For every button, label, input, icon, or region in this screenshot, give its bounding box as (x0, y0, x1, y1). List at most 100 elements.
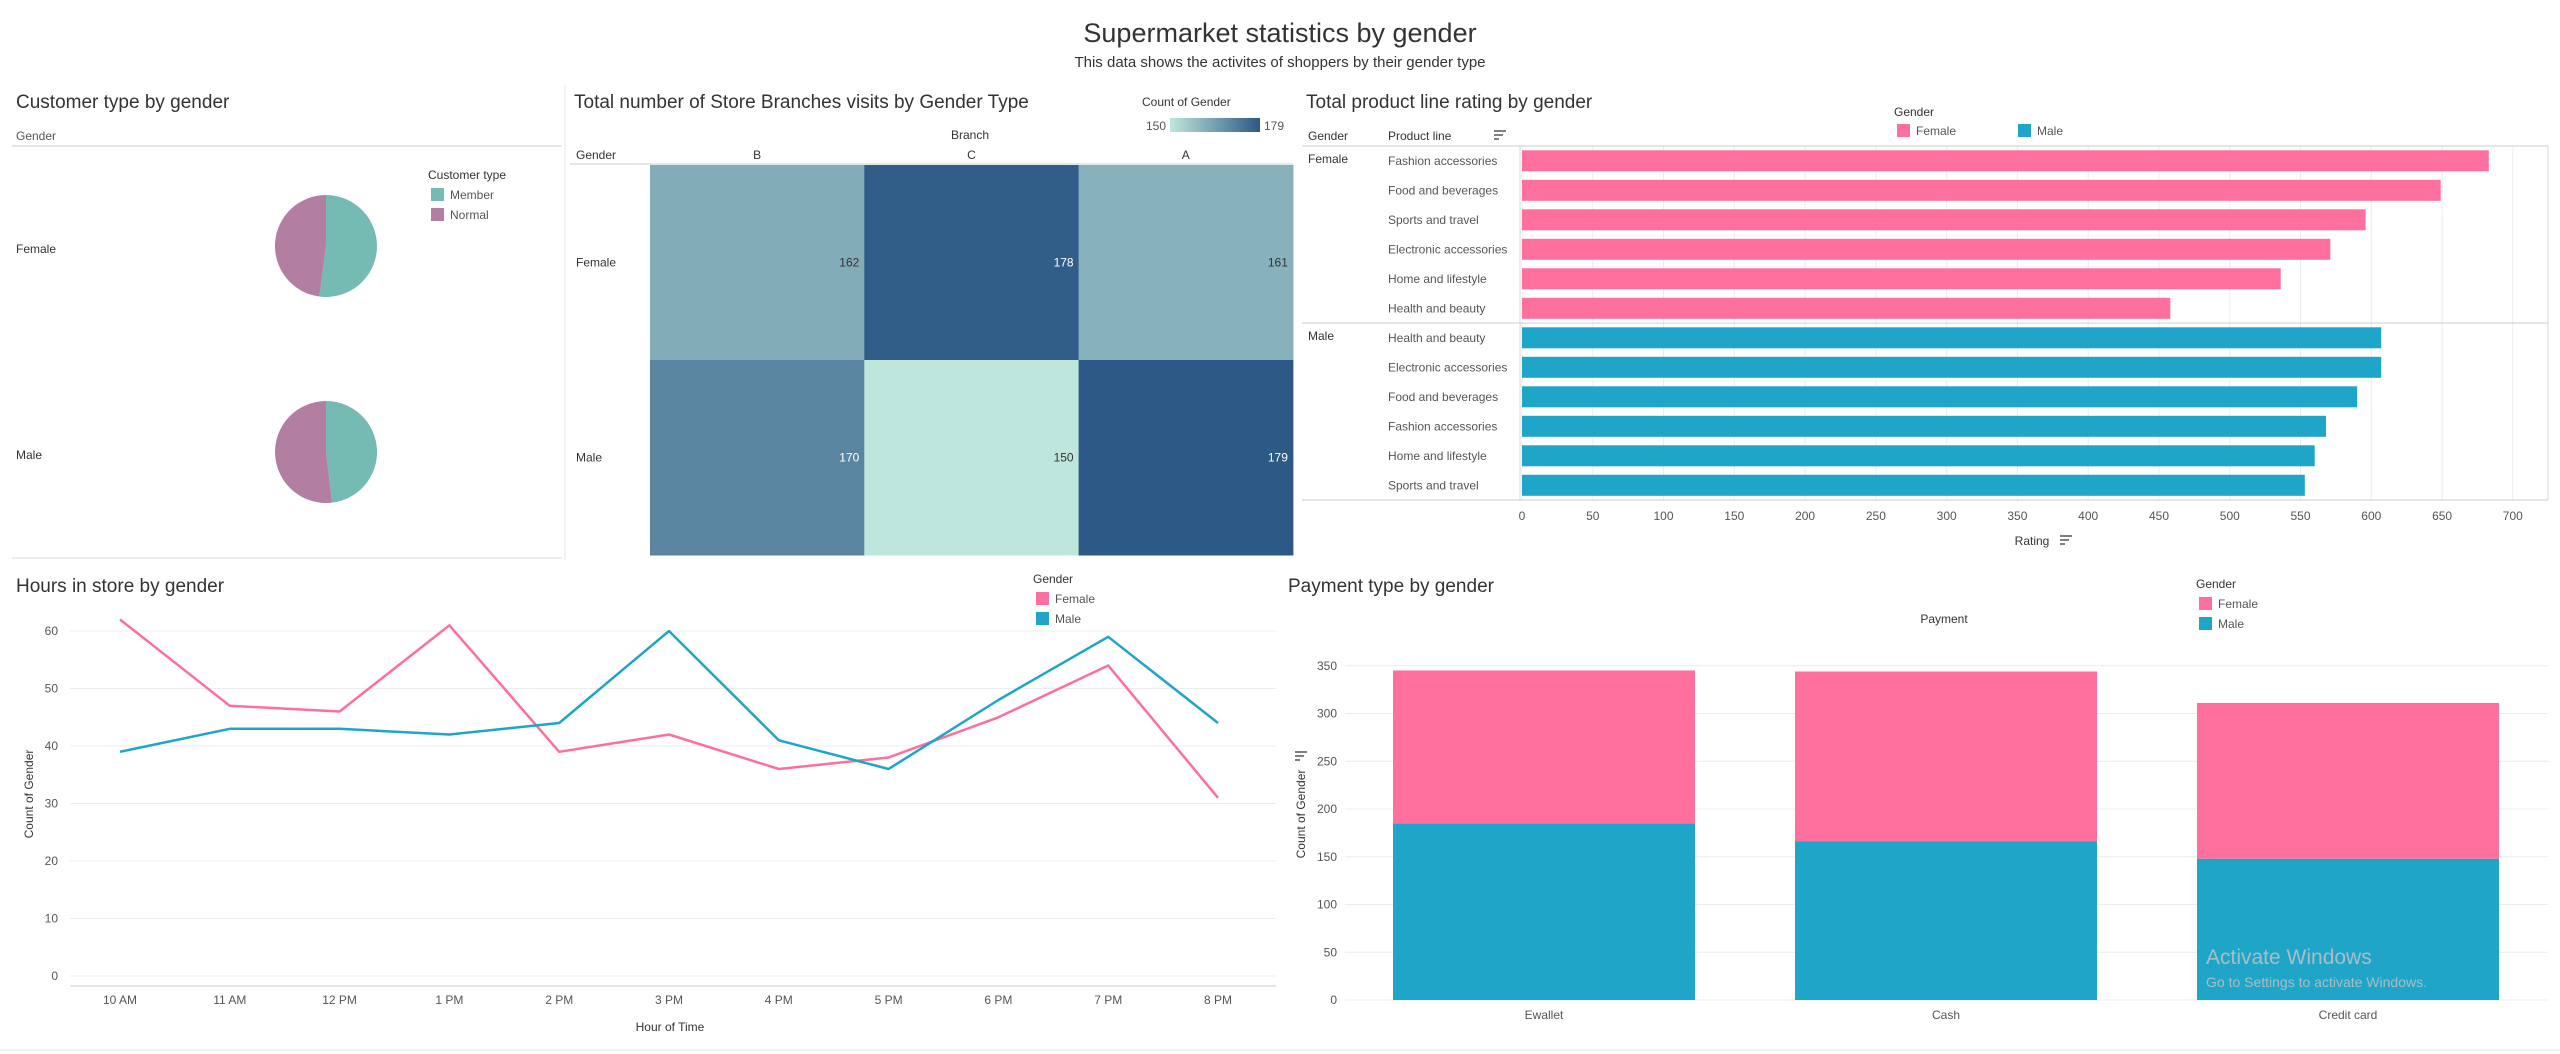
rating-tick-label: 150 (1724, 509, 1744, 523)
hours-y-tick-label: 30 (45, 797, 59, 811)
rating-category-label: Food and beverages (1388, 390, 1498, 404)
rating-bar-female-sports-and-travel[interactable] (1522, 209, 2366, 231)
rating-bar-female-health-and-beauty[interactable] (1522, 297, 2171, 319)
rating-col-product: Product line (1388, 129, 1452, 143)
rating-bar-male-home-and-lifestyle[interactable] (1522, 445, 2315, 467)
sort-icon[interactable] (1494, 130, 1506, 140)
heat-cell-label: 161 (1268, 256, 1288, 270)
page-title: Supermarket statistics by gender (1083, 18, 1476, 48)
rating-legend-label-male: Male (2037, 124, 2063, 138)
payment-category-label: Credit card (2319, 1008, 2378, 1022)
hours-x-axis-title: Hour of Time (636, 1020, 705, 1034)
rating-category-label: Electronic accessories (1388, 242, 1507, 256)
rating-bar-male-sports-and-travel[interactable] (1522, 474, 2305, 496)
rating-tick-label: 400 (2078, 509, 2098, 523)
payment-bar-cash-male[interactable] (1795, 841, 2097, 1001)
payment-y-tick-label: 50 (1324, 945, 1338, 959)
rating-tick-label: 250 (1866, 509, 1886, 523)
payment-y-tick-label: 200 (1317, 802, 1337, 816)
payment-bar-ewallet-female[interactable] (1393, 670, 1695, 824)
hours-line-female[interactable] (119, 618, 1219, 799)
rating-tick-label: 650 (2432, 509, 2452, 523)
payment-bar-ewallet-male[interactable] (1393, 823, 1695, 1000)
rating-bar-male-fashion-accessories[interactable] (1522, 415, 2326, 437)
heat-legend-min: 150 (1146, 119, 1166, 133)
hours-x-tick-label: 8 PM (1204, 993, 1232, 1007)
hours-line-male[interactable] (119, 629, 1219, 771)
hours-x-tick-label: 1 PM (435, 993, 463, 1007)
payment-panel-title: Payment type by gender (1288, 576, 1495, 597)
pie-slice-female-member[interactable] (319, 195, 377, 297)
rating-category-label: Fashion accessories (1388, 419, 1497, 433)
rating-bar-male-health-and-beauty[interactable] (1522, 327, 2382, 349)
page-subtitle: This data shows the activites of shopper… (1074, 54, 1485, 71)
rating-tick-label: 200 (1795, 509, 1815, 523)
heat-cell-female-c[interactable] (864, 165, 1080, 361)
payment-bar-credit-card-female[interactable] (2197, 703, 2499, 859)
heat-row-label-female: Female (576, 256, 616, 270)
rating-legend-swatch-female (1897, 124, 1910, 137)
pie-slice-male-normal[interactable] (275, 401, 333, 503)
rating-bar-male-food-and-beverages[interactable] (1522, 386, 2358, 408)
legend-label-member: Member (450, 188, 494, 202)
rating-tick-label: 300 (1937, 509, 1957, 523)
legend-swatch-member (431, 188, 444, 201)
rating-tick-label: 50 (1586, 509, 1600, 523)
heat-col-label-c: C (967, 148, 976, 162)
branch-panel-title: Total number of Store Branches visits by… (574, 92, 1029, 113)
rating-category-label: Fashion accessories (1388, 154, 1497, 168)
payment-panel: Payment type by gender Gender Female Mal… (1288, 576, 2548, 1022)
pie-slice-female-normal[interactable] (274, 195, 326, 297)
payment-bar-credit-card-male[interactable] (2197, 858, 2499, 1000)
hours-y-tick-label: 40 (45, 739, 59, 753)
hours-y-tick-label: 60 (45, 624, 59, 638)
sort-icon[interactable] (2060, 535, 2072, 545)
payment-category-label: Ewallet (1525, 1008, 1564, 1022)
heat-cell-label: 150 (1054, 451, 1074, 465)
hours-x-tick-label: 4 PM (765, 993, 793, 1007)
heat-legend-gradient (1170, 118, 1260, 132)
heat-col-label-b: B (753, 148, 761, 162)
heat-cell-female-b[interactable] (650, 165, 865, 361)
rating-tick-label: 600 (2361, 509, 2381, 523)
heat-cell-label: 170 (839, 451, 859, 465)
rating-tick-label: 550 (2290, 509, 2310, 523)
payment-y-tick-label: 0 (1330, 993, 1337, 1007)
rating-bar-female-electronic-accessories[interactable] (1522, 238, 2331, 260)
customer-panel-title: Customer type by gender (16, 92, 230, 113)
rating-category-label: Health and beauty (1388, 331, 1485, 345)
product-rating-panel: Total product line rating by gender Gend… (1302, 92, 2549, 548)
heat-cell-male-b[interactable] (650, 360, 865, 556)
rating-category-label: Home and lifestyle (1388, 449, 1487, 463)
rating-category-label: Health and beauty (1388, 301, 1485, 315)
hours-legend-swatch-female (1036, 592, 1049, 605)
rating-bar-female-home-and-lifestyle[interactable] (1522, 268, 2281, 290)
payment-bar-cash-female[interactable] (1795, 671, 2097, 842)
pie-slice-male-member[interactable] (326, 400, 378, 503)
hours-x-tick-label: 6 PM (984, 993, 1012, 1007)
heat-cell-female-a[interactable] (1078, 165, 1294, 361)
payment-legend-label-male: Male (2218, 617, 2244, 631)
rating-category-label: Electronic accessories (1388, 360, 1507, 374)
hours-legend-title: Gender (1033, 572, 1073, 586)
rating-tick-label: 700 (2503, 509, 2523, 523)
payment-y-tick-label: 150 (1317, 850, 1337, 864)
rating-legend-swatch-male (2018, 124, 2031, 137)
heat-cell-male-a[interactable] (1078, 360, 1294, 556)
hours-x-tick-label: 5 PM (875, 993, 903, 1007)
rating-bar-male-electronic-accessories[interactable] (1522, 356, 2382, 378)
payment-category-label: Cash (1932, 1008, 1960, 1022)
heat-col-label-a: A (1182, 148, 1190, 162)
rating-bar-female-food-and-beverages[interactable] (1522, 179, 2441, 201)
heat-cell-male-c[interactable] (864, 360, 1080, 556)
hours-y-axis-title: Count of Gender (22, 750, 36, 839)
payment-y-tick-label: 100 (1317, 898, 1337, 912)
sort-icon[interactable] (1295, 751, 1307, 761)
rating-bar-female-fashion-accessories[interactable] (1522, 150, 2489, 172)
legend-label-normal: Normal (450, 208, 489, 222)
hours-panel: Hours in store by gender Gender Female M… (16, 572, 1276, 1034)
rating-tick-label: 350 (2007, 509, 2027, 523)
heat-legend-max: 179 (1264, 119, 1284, 133)
payment-y-axis-title: Count of Gender (1294, 770, 1308, 859)
branch-visits-panel: Total number of Store Branches visits by… (570, 92, 1294, 556)
